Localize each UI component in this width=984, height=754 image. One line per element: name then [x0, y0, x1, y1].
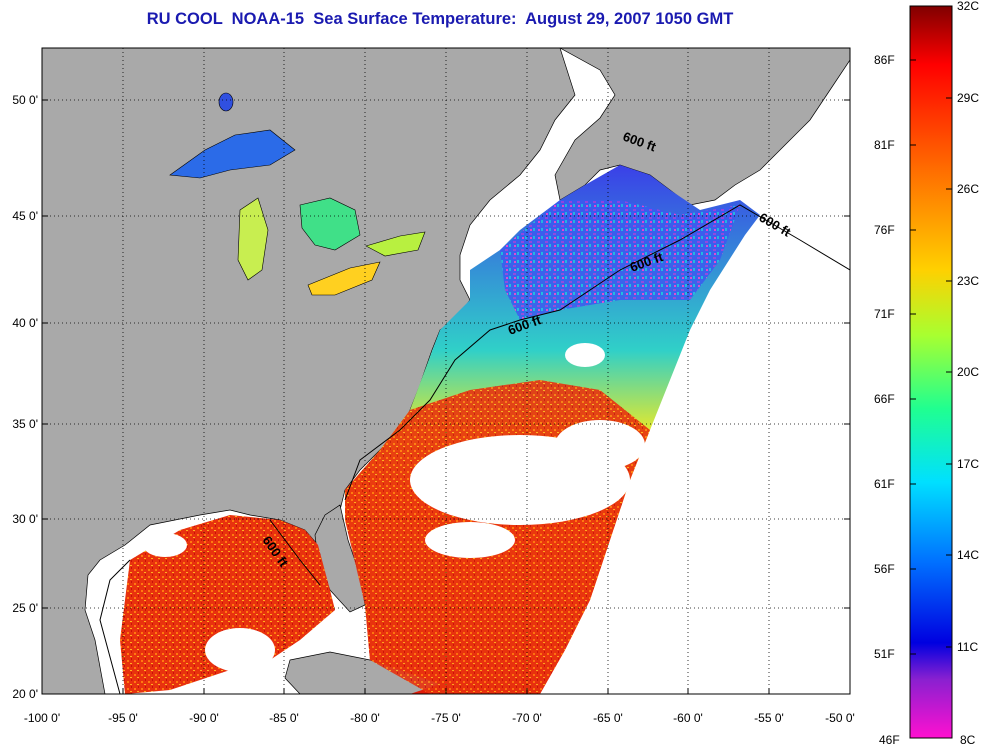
colorbar-fahrenheit-label: 56F: [874, 562, 895, 576]
lon-label: -50 0': [825, 711, 855, 725]
colorbar-fahrenheit-label: 71F: [874, 307, 895, 321]
colorbar-celsius-label: 8C: [960, 733, 976, 747]
lat-label: 20 0': [12, 687, 38, 701]
lat-label: 25 0': [12, 601, 38, 615]
colorbar-celsius-label: 29C: [957, 91, 980, 105]
sst-gulf-of-mexico: [120, 515, 335, 694]
colorbar-celsius-label: 14C: [957, 548, 980, 562]
lon-label: -85 0': [269, 711, 299, 725]
lat-label: 45 0': [12, 209, 38, 223]
map-title: RU COOL NOAA-15 Sea Surface Temperature:…: [146, 10, 734, 28]
lon-label: -55 0': [754, 711, 784, 725]
sst-cool-band: [500, 200, 740, 320]
cloud-patches: [143, 343, 645, 672]
colorbar-fahrenheit-label: 81F: [874, 138, 895, 152]
colorbar-celsius-label: 32C: [957, 0, 980, 13]
colorbar-celsius-label: 11C: [957, 640, 979, 654]
colorbar-ticks: [910, 5, 952, 739]
great-lakes: [169, 92, 426, 296]
lon-label: -95 0': [108, 711, 138, 725]
lon-label: -75 0': [431, 711, 461, 725]
colorbar-fahrenheit-label: 46F: [879, 733, 900, 747]
colorbar-fahrenheit-label: 61F: [874, 477, 895, 491]
lon-label: -90 0': [189, 711, 219, 725]
lat-label: 40 0': [12, 316, 38, 330]
lon-label: -80 0': [350, 711, 380, 725]
lat-label: 30 0': [12, 512, 38, 526]
colorbar-celsius-label: 26C: [957, 182, 980, 196]
lat-label: 35 0': [12, 417, 38, 431]
colorbar-fahrenheit-label: 51F: [874, 647, 895, 661]
colorbar-fahrenheit-label: 76F: [874, 223, 895, 237]
colorbar-fahrenheit-label: 86F: [874, 53, 895, 67]
depth-contour-600ft: [99, 204, 850, 694]
colorbar-celsius-label: 23C: [957, 274, 980, 288]
graticule: [42, 48, 850, 694]
lon-label: -65 0': [593, 711, 623, 725]
lon-tick-labels: -100 0' -95 0' -90 0' -85 0' -80 0' -75 …: [24, 711, 855, 725]
colorbar-celsius-label: 20C: [957, 365, 980, 379]
colorbar-celsius-label: 17C: [957, 457, 980, 471]
lon-label: -100 0': [24, 711, 60, 725]
lon-label: -70 0': [512, 711, 542, 725]
lat-label: 50 0': [12, 93, 38, 107]
colorbar: [909, 5, 953, 739]
colorbar-fahrenheit-label: 66F: [874, 392, 895, 406]
lat-tick-marks: [42, 99, 850, 695]
lat-tick-labels: 20 0' 25 0' 30 0' 35 0' 40 0' 45 0' 50 0…: [12, 93, 38, 701]
lon-tick-marks: [41, 688, 851, 694]
lon-label: -60 0': [673, 711, 703, 725]
